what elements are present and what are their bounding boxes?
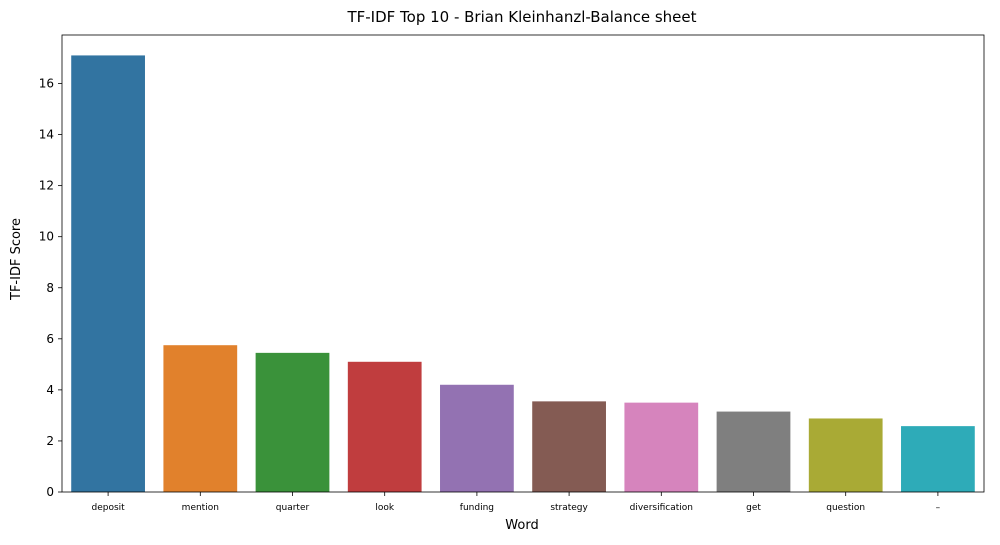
y-tick-label: 16: [39, 77, 54, 91]
y-tick-label: 4: [46, 383, 54, 397]
x-tick-label: –: [936, 503, 941, 513]
bar-3: [255, 352, 330, 492]
y-axis: 0 2 4 6 8 10 12 14 16: [39, 77, 62, 499]
x-tick-label: strategy: [550, 503, 588, 513]
x-tick-label: mention: [182, 503, 219, 513]
x-tick-label: deposit: [92, 503, 126, 513]
x-axis: deposit mention quarter look funding strategy…: [92, 492, 941, 513]
bar-2: [163, 345, 238, 492]
plot-frame: [61, 34, 985, 493]
y-tick-label: 6: [46, 332, 54, 346]
bar-7: [624, 402, 699, 492]
bar-10: [901, 426, 975, 492]
x-tick-label: quarter: [276, 503, 310, 513]
y-tick-label: 8: [46, 281, 54, 295]
bar-5: [440, 384, 514, 492]
y-tick-label: 14: [39, 128, 54, 142]
bar-4: [347, 361, 422, 492]
x-tick-label: diversification: [630, 503, 693, 513]
bar-1: [71, 55, 145, 492]
bar-9: [808, 418, 883, 492]
x-axis-label: Word: [505, 518, 538, 533]
y-tick-label: 0: [46, 485, 54, 499]
x-tick-label: get: [746, 503, 761, 513]
x-tick-label: funding: [460, 503, 494, 513]
x-tick-label: look: [375, 503, 395, 513]
y-tick-label: 12: [39, 179, 54, 193]
chart-title: TF-IDF Top 10 - Brian Kleinhanzl-Balance…: [346, 8, 696, 26]
bar-8: [716, 411, 791, 492]
bar-6: [532, 401, 606, 492]
plot-area: [71, 55, 975, 492]
y-axis-label: TF-IDF Score: [9, 218, 24, 301]
y-tick-label: 2: [46, 434, 54, 448]
y-tick-label: 10: [39, 230, 54, 244]
x-tick-label: question: [826, 503, 865, 513]
